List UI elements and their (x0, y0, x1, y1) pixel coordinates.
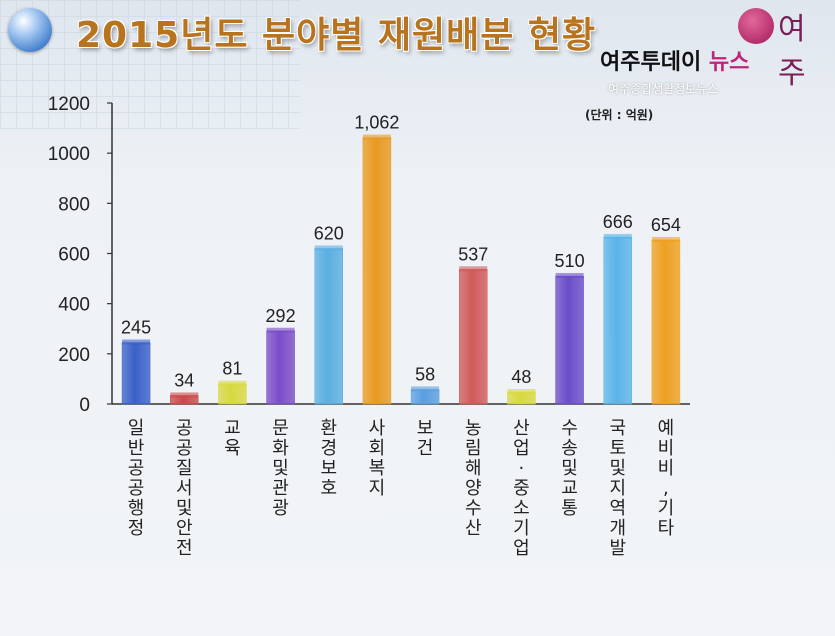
data-label: 245 (121, 318, 151, 338)
data-label: 292 (266, 306, 296, 326)
data-label: 620 (314, 223, 344, 243)
orb-icon (8, 8, 52, 52)
watermark-name: 여주투데이 (600, 50, 702, 75)
unit-label: (단위 : 억원) (585, 108, 654, 122)
bar (603, 236, 632, 405)
data-label: 537 (458, 244, 488, 264)
bar-cap (411, 386, 440, 392)
y-tick-label: 800 (58, 194, 90, 215)
y-tick-label: 600 (58, 245, 90, 266)
bar (121, 342, 151, 405)
y-tick-label: 0 (79, 395, 90, 416)
bar-cap (459, 266, 488, 272)
logo-text: 여주 (778, 12, 806, 91)
bar-cap (266, 327, 295, 333)
bar (218, 383, 247, 405)
bar (459, 269, 488, 405)
bar-cap (362, 134, 391, 140)
bar (410, 389, 440, 405)
bar (555, 275, 584, 405)
bar-cap (555, 273, 584, 279)
bar-cap (651, 236, 680, 242)
data-label: 58 (415, 364, 435, 384)
chart-title: 2015년도 분야별 재원배분 현황 (76, 15, 597, 56)
bar-cap (170, 392, 199, 398)
data-label: 654 (651, 215, 681, 235)
seal-logo: 여주 (738, 4, 830, 91)
seal-icon (738, 8, 774, 44)
watermark: 여주투데이 뉴스 (600, 44, 749, 76)
bar (651, 239, 681, 405)
bar-cap (603, 233, 632, 239)
y-tick-label: 1200 (48, 94, 90, 115)
data-label: 48 (511, 367, 531, 387)
bar-cap (314, 245, 343, 251)
bar (266, 330, 295, 405)
title-bar: 2015년도 분야별 재원배분 현황 (0, 0, 835, 66)
watermark-subtitle: 여주종합생활정보뉴스 (608, 82, 719, 96)
data-label: 666 (603, 212, 633, 232)
y-tick-label: 200 (58, 345, 90, 366)
category-label: 산 업 · 중 소 기 업 (513, 418, 530, 559)
y-tick-label: 400 (58, 295, 90, 316)
watermark-accent: 뉴스 (708, 50, 750, 75)
data-label: 34 (174, 370, 194, 390)
bar-cap (122, 339, 151, 345)
data-label: 81 (222, 359, 242, 379)
y-tick-label: 1000 (48, 144, 90, 165)
bar (362, 137, 392, 405)
bar-cap (218, 380, 247, 386)
data-label: 510 (555, 251, 585, 271)
bar-cap (507, 388, 536, 394)
data-label: 1,062 (354, 113, 399, 133)
bar (314, 248, 343, 405)
